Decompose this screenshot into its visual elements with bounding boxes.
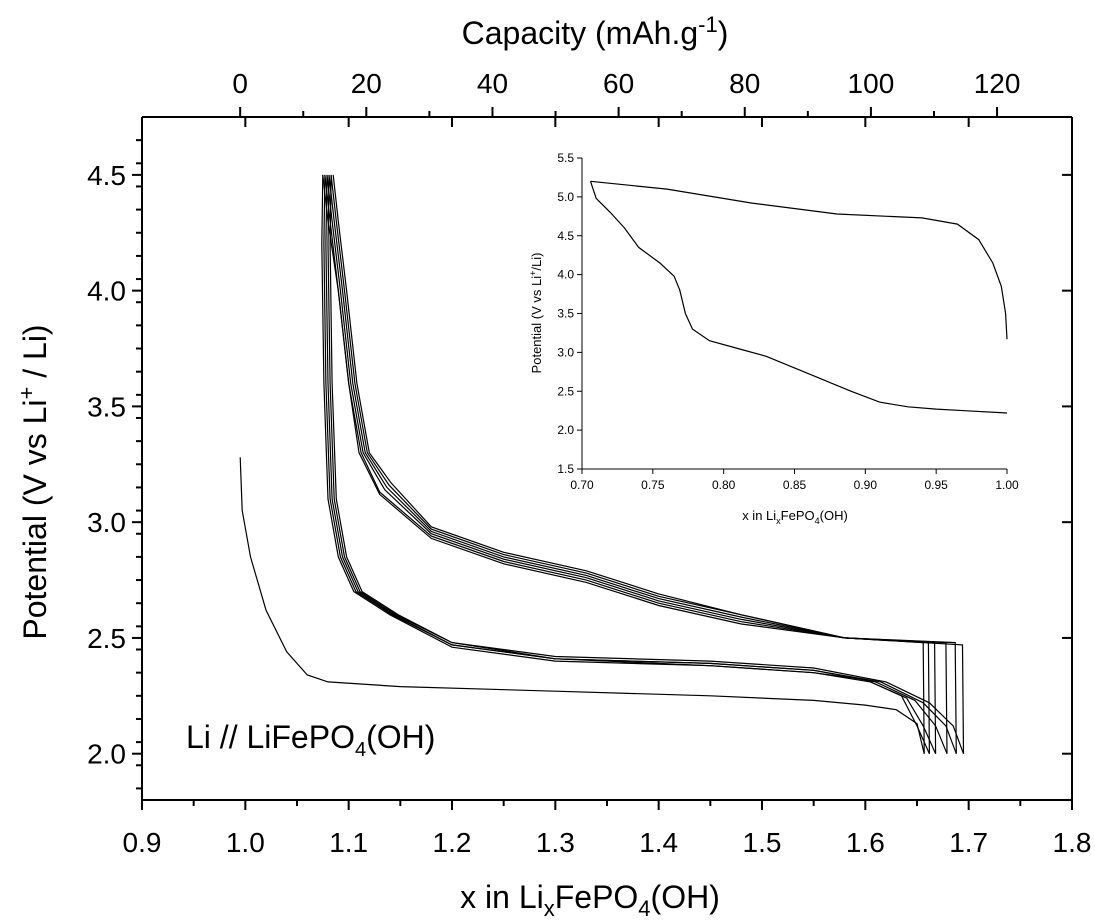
inset-axis-ticks: 0.70 0.75 0.80 0.85 0.90 0.95 1.00 1.5 2.0 2.5 3.0… xyxy=(557,151,1019,492)
inset-y-tick-label: 2.0 xyxy=(557,423,574,437)
y-tick-label: 3.5 xyxy=(87,391,126,422)
x-tick-label: 0.9 xyxy=(123,827,162,858)
x-tick-label: 1.0 xyxy=(226,827,265,858)
inset-y-tick-label: 3.5 xyxy=(557,307,574,321)
inset-y-tick-label: 4.5 xyxy=(557,229,574,243)
inset-y-tick-label: 2.5 xyxy=(557,384,574,398)
inset-x-tick-label: 0.95 xyxy=(924,478,948,492)
main-series-line xyxy=(324,174,930,754)
inset-series-group xyxy=(589,180,1008,414)
cell-annotation: Li // LiFePO4(OH) xyxy=(186,719,435,761)
inset-x-tick-label: 0.85 xyxy=(783,478,807,492)
x2-tick-label: 60 xyxy=(603,68,634,99)
inset-y-tick-label: 5.5 xyxy=(557,151,574,165)
inset-x-tick-label: 1.00 xyxy=(995,478,1019,492)
inset-chart xyxy=(581,158,1007,470)
main-series-line xyxy=(323,174,937,754)
inset-bottom-axis-title: x in LixFePO4(OH) xyxy=(742,508,848,526)
x2-tick-label: 20 xyxy=(351,68,382,99)
main-axis-ticks: 0.9 1.0 1.1 1.2 1.3 1.4 1.5 1.6 1.7 1.8 2.0 2.5 3.0 3… xyxy=(87,68,1091,858)
inset-left-axis-title: Potential (V vs Li+/Li) xyxy=(528,253,544,374)
inset-series-line xyxy=(589,181,1008,414)
x-tick-label: 1.7 xyxy=(949,827,988,858)
y-tick-label: 3.0 xyxy=(87,507,126,538)
main-series-line xyxy=(332,174,965,754)
main-series-line xyxy=(321,174,930,754)
x-tick-label: 1.2 xyxy=(433,827,472,858)
main-series-line xyxy=(327,174,957,754)
x-tick-label: 1.5 xyxy=(743,827,782,858)
main-series-line xyxy=(326,174,937,754)
y-tick-label: 2.5 xyxy=(87,623,126,654)
main-series-line xyxy=(330,174,957,754)
inset-x-tick-label: 0.70 xyxy=(570,478,594,492)
main-series-line xyxy=(329,174,965,754)
bottom-axis-title: x in LixFePO4(OH) xyxy=(460,879,720,921)
inset-y-tick-label: 1.5 xyxy=(557,462,574,476)
x2-tick-label: 0 xyxy=(232,68,248,99)
main-series-group xyxy=(239,174,965,754)
x-tick-label: 1.1 xyxy=(329,827,368,858)
x-tick-label: 1.3 xyxy=(536,827,575,858)
inset-x-tick-label: 0.80 xyxy=(712,478,736,492)
main-series-line xyxy=(328,174,948,754)
top-axis-title: Capacity (mAh.g-1) xyxy=(462,12,729,51)
x-tick-label: 1.4 xyxy=(639,827,678,858)
y-tick-label: 4.0 xyxy=(87,276,126,307)
inset-x-tick-label: 0.75 xyxy=(641,478,665,492)
x-tick-label: 1.8 xyxy=(1053,827,1092,858)
x2-tick-label: 120 xyxy=(974,68,1021,99)
main-series-line xyxy=(322,174,925,754)
inset-y-tick-label: 5.0 xyxy=(557,190,574,204)
x2-tick-label: 80 xyxy=(729,68,760,99)
inset-x-tick-label: 0.90 xyxy=(854,478,878,492)
left-axis-title: Potential (V vs Li+ / Li) xyxy=(14,324,53,639)
inset-y-tick-label: 3.0 xyxy=(557,345,574,359)
main-series-line xyxy=(239,457,925,754)
inset-y-tick-label: 4.0 xyxy=(557,268,574,282)
y-tick-label: 2.0 xyxy=(87,739,126,770)
main-series-line xyxy=(325,174,948,754)
x-tick-label: 1.6 xyxy=(846,827,885,858)
inset-series-line xyxy=(590,180,1008,340)
y-tick-label: 4.5 xyxy=(87,160,126,191)
x2-tick-label: 100 xyxy=(848,68,895,99)
x2-tick-label: 40 xyxy=(477,68,508,99)
